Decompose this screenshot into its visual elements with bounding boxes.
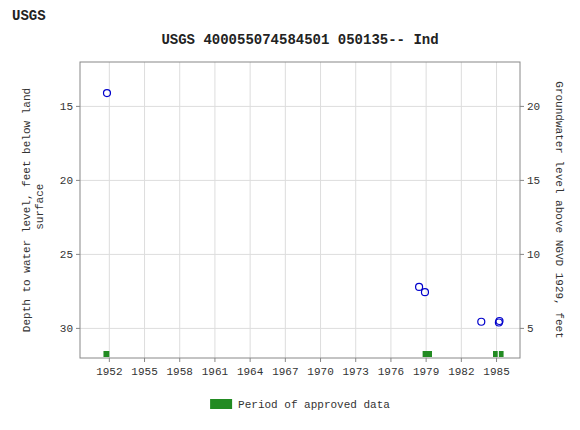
tick-x — [109, 358, 110, 362]
tick-x — [250, 358, 251, 362]
plot-marks — [103, 90, 503, 357]
grid-line-y — [80, 180, 520, 181]
tick-y2 — [520, 106, 524, 107]
tick-y2 — [520, 328, 524, 329]
tick-label-y2: 5 — [527, 323, 534, 335]
data-point — [478, 318, 485, 325]
tick-y — [76, 180, 80, 181]
data-point — [416, 283, 423, 290]
chart: USGS USGS 400055074584501 050135-- Ind 195… — [0, 0, 580, 430]
tick-x — [144, 358, 145, 362]
tick-label-x: 1979 — [413, 366, 439, 378]
title: USGS 400055074584501 050135-- Ind — [161, 32, 438, 48]
tick-x — [390, 358, 391, 362]
tick-label-x: 1964 — [237, 366, 264, 378]
grid-line-y — [80, 254, 520, 255]
tick-label-y: 15 — [60, 101, 73, 113]
tick-label-y: 30 — [60, 323, 73, 335]
y-axis-label-line: surface — [34, 184, 46, 237]
tick-x — [214, 358, 215, 362]
tick-y2 — [520, 254, 524, 255]
tick-label-x: 1961 — [202, 366, 229, 378]
axes: 1952 1955 1958 1961 1964 1967 1970 1973 1976 1979… — [60, 101, 540, 378]
tick-x — [285, 358, 286, 362]
approved-period — [499, 351, 504, 357]
grid-line-y — [80, 106, 520, 107]
tick-label-x: 1955 — [131, 366, 157, 378]
data-point — [103, 90, 110, 97]
tick-x — [426, 358, 427, 362]
legend-swatch — [210, 399, 232, 409]
tick-x — [179, 358, 180, 362]
approved-period — [423, 351, 432, 357]
approved-period — [103, 351, 109, 357]
approved-period — [493, 351, 498, 357]
tick-label-y2: 20 — [527, 101, 540, 113]
tick-label-x: 1973 — [343, 366, 369, 378]
data-point — [421, 289, 428, 296]
y-axis-label-line: Depth to water level, feet below land — [21, 88, 33, 332]
tick-label-x: 1952 — [96, 366, 122, 378]
tick-label-y: 25 — [60, 249, 73, 261]
tick-label-y: 20 — [60, 175, 73, 187]
tick-label-x: 1976 — [378, 366, 404, 378]
tick-label-x: 1970 — [307, 366, 333, 378]
tick-label-x: 1967 — [272, 366, 298, 378]
tick-x — [461, 358, 462, 362]
tick-label-y2: 10 — [527, 249, 540, 261]
grid-line-y — [80, 328, 520, 329]
tick-label-x: 1985 — [483, 366, 509, 378]
plot-frame — [80, 62, 520, 358]
header-text: USGS — [12, 8, 46, 24]
legend: Period of approved data — [210, 399, 390, 411]
tick-x — [496, 358, 497, 362]
y2-axis-label: Groundwater level above NGVD 1929, feet — [553, 81, 565, 338]
tick-y — [76, 328, 80, 329]
tick-y2 — [520, 180, 524, 181]
tick-x — [320, 358, 321, 362]
tick-y — [76, 254, 80, 255]
grid — [80, 62, 520, 358]
data-point — [496, 318, 503, 325]
legend-label: Period of approved data — [238, 399, 390, 411]
tick-label-x: 1958 — [167, 366, 193, 378]
tick-label-x: 1982 — [448, 366, 474, 378]
tick-y — [76, 106, 80, 107]
y-axis-label: Depth to water level, feet below land su… — [21, 88, 46, 332]
tick-x — [355, 358, 356, 362]
tick-label-y2: 15 — [527, 175, 540, 187]
